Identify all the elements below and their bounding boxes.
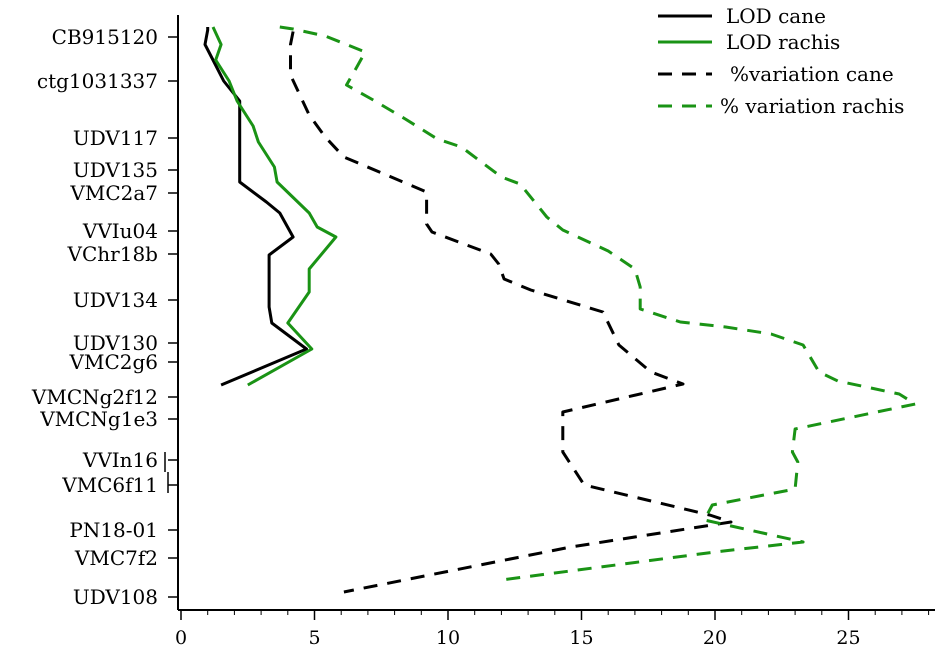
marker-label: VMC7f2 xyxy=(74,546,158,570)
marker-label: VVIn16 xyxy=(82,448,158,472)
marker-label: ctg1031337 xyxy=(37,69,158,93)
x-tick-label: 20 xyxy=(703,627,727,649)
legend-label: LOD cane xyxy=(726,4,826,28)
x-tick-label: 5 xyxy=(308,627,320,649)
plot-lines xyxy=(203,25,917,594)
marker-label: VMC6f11 xyxy=(61,473,158,497)
marker-label: UDV135 xyxy=(73,158,158,182)
marker-label: VMC2g6 xyxy=(69,350,158,374)
marker-label: PN18-01 xyxy=(69,518,158,542)
marker-label: VMC2a7 xyxy=(69,181,158,205)
marker-label: VChr18b xyxy=(67,242,158,266)
marker-label: UDV117 xyxy=(73,126,158,150)
x-tick-label: 15 xyxy=(569,627,593,649)
x-axis: 0 5 10 15 20 25 xyxy=(175,609,935,649)
x-tick-label: 0 xyxy=(175,627,187,649)
marker-label: CB915120 xyxy=(52,25,158,49)
legend-label: %variation cane xyxy=(730,62,894,86)
series-line-variation-cane xyxy=(289,31,733,594)
legend-label: % variation rachis xyxy=(720,94,904,118)
marker-label: UDV108 xyxy=(73,585,158,609)
marker-label: VVIu04 xyxy=(82,219,158,243)
marker-label: VMCNg1e3 xyxy=(39,407,158,431)
series-line-lod-rachis xyxy=(211,26,338,387)
series-line-variation-rachis xyxy=(279,25,917,582)
x-tick-label: 25 xyxy=(836,627,860,649)
marker-label: UDV130 xyxy=(73,331,158,355)
series-line-lod-cane xyxy=(203,27,308,387)
x-tick-label: 10 xyxy=(436,627,460,649)
marker-label: VMCNg2f12 xyxy=(31,385,158,409)
legend-label: LOD rachis xyxy=(726,30,840,54)
marker-label: UDV134 xyxy=(73,288,158,312)
